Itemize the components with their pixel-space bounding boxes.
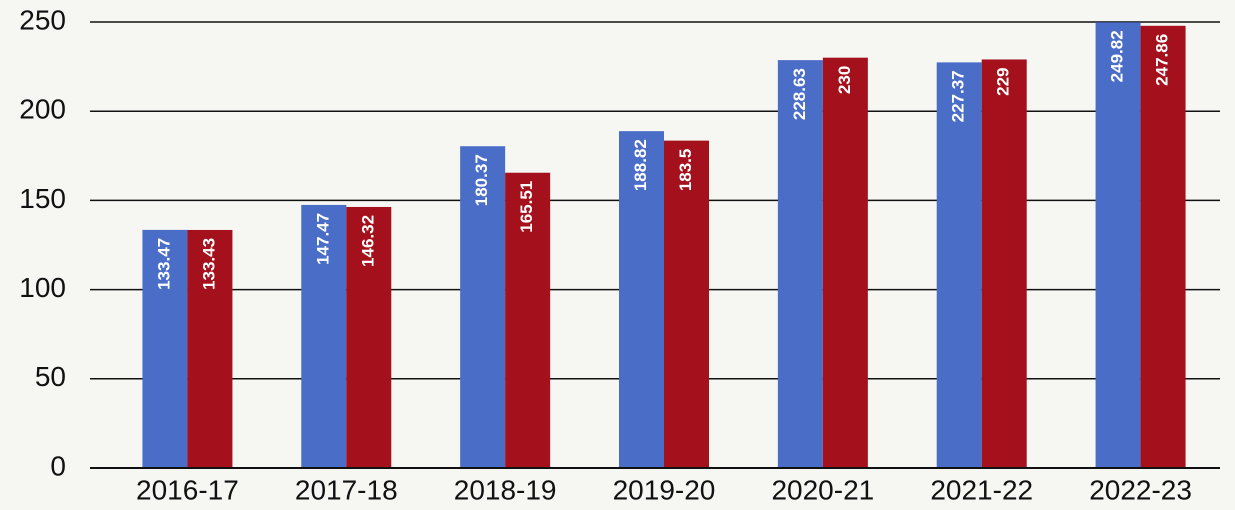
value-label: 188.82 <box>631 139 650 191</box>
bar <box>1140 25 1186 469</box>
value-label: 229 <box>994 67 1013 95</box>
value-label: 230 <box>835 66 854 94</box>
y-tick-label: 250 <box>19 4 66 35</box>
value-label: 249.82 <box>1108 30 1127 82</box>
value-label: 228.63 <box>790 68 809 120</box>
bar <box>936 62 982 469</box>
value-label: 133.47 <box>154 238 173 290</box>
y-tick-label: 50 <box>35 361 66 392</box>
x-tick-label: 2019-20 <box>613 474 716 505</box>
x-tick-label: 2022-23 <box>1089 474 1192 505</box>
x-tick-label: 2020-21 <box>771 474 874 505</box>
bar <box>981 59 1027 469</box>
bar <box>142 229 188 468</box>
value-label: 180.37 <box>472 154 491 206</box>
value-label: 247.86 <box>1153 34 1172 86</box>
y-tick-label: 150 <box>19 183 66 214</box>
bar <box>777 60 823 468</box>
bar <box>346 206 392 468</box>
value-label: 183.5 <box>676 149 695 192</box>
value-label: 165.51 <box>517 181 536 233</box>
bar <box>187 229 233 468</box>
value-label: 227.37 <box>949 70 968 122</box>
bar <box>460 146 506 469</box>
y-tick-label: 100 <box>19 272 66 303</box>
bar <box>301 204 347 468</box>
bar <box>619 131 664 468</box>
bar <box>1095 22 1141 469</box>
x-tick-label: 2017-18 <box>295 474 398 505</box>
y-tick-label: 0 <box>50 450 66 481</box>
y-tick-label: 200 <box>19 94 66 125</box>
x-tick-label: 2018-19 <box>454 474 557 505</box>
value-label: 133.43 <box>199 238 218 290</box>
bar <box>664 140 709 469</box>
bar <box>505 172 551 468</box>
bar <box>822 57 868 469</box>
x-tick-label: 2021-22 <box>930 474 1033 505</box>
value-label: 147.47 <box>313 213 332 265</box>
value-label: 146.32 <box>358 215 377 267</box>
x-tick-label: 2016-17 <box>136 474 239 505</box>
